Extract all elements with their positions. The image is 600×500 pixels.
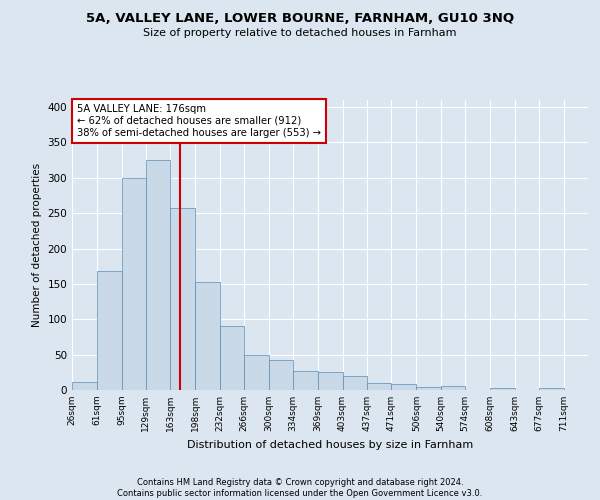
Bar bbox=[97, 271, 122, 390]
Bar bbox=[72, 382, 97, 390]
Bar bbox=[244, 354, 269, 390]
Text: Contains HM Land Registry data © Crown copyright and database right 2024.
Contai: Contains HM Land Registry data © Crown c… bbox=[118, 478, 482, 498]
Bar bbox=[441, 386, 465, 390]
X-axis label: Distribution of detached houses by size in Farnham: Distribution of detached houses by size … bbox=[187, 440, 473, 450]
Bar bbox=[391, 384, 416, 390]
Bar bbox=[367, 383, 391, 390]
Bar bbox=[343, 376, 367, 390]
Bar bbox=[196, 282, 220, 390]
Bar bbox=[293, 371, 318, 390]
Bar bbox=[122, 178, 146, 390]
Bar bbox=[170, 208, 196, 390]
Bar bbox=[416, 387, 441, 390]
Text: Size of property relative to detached houses in Farnham: Size of property relative to detached ho… bbox=[143, 28, 457, 38]
Bar bbox=[318, 372, 343, 390]
Text: 5A, VALLEY LANE, LOWER BOURNE, FARNHAM, GU10 3NQ: 5A, VALLEY LANE, LOWER BOURNE, FARNHAM, … bbox=[86, 12, 514, 26]
Y-axis label: Number of detached properties: Number of detached properties bbox=[32, 163, 42, 327]
Bar bbox=[220, 326, 244, 390]
Bar bbox=[490, 388, 515, 390]
Bar bbox=[146, 160, 170, 390]
Bar bbox=[269, 360, 293, 390]
Bar bbox=[539, 388, 563, 390]
Text: 5A VALLEY LANE: 176sqm
← 62% of detached houses are smaller (912)
38% of semi-de: 5A VALLEY LANE: 176sqm ← 62% of detached… bbox=[77, 104, 321, 138]
